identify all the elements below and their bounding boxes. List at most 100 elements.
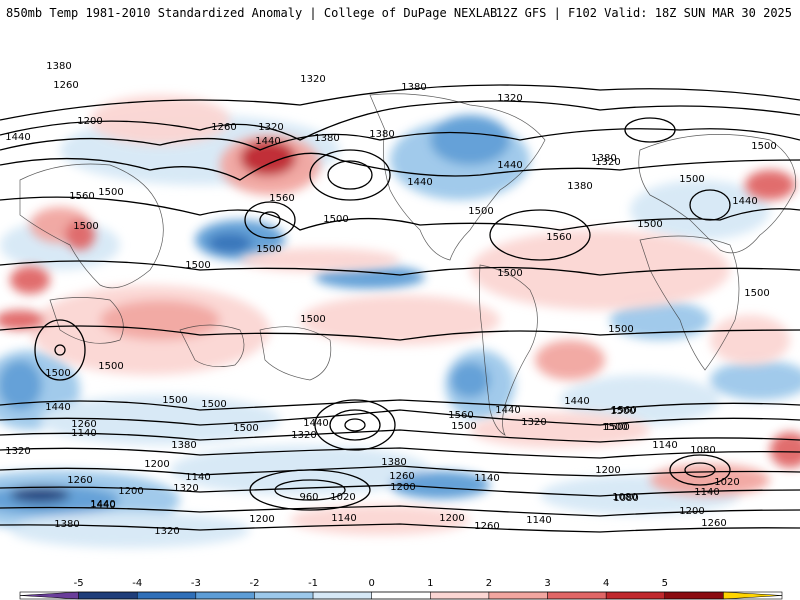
contour-label: 1260 (701, 518, 726, 529)
contour-label: 1440 (407, 177, 432, 188)
contour-label: 1380 (369, 129, 394, 140)
contour-label: 1560 (611, 405, 636, 416)
contour-label: 1500 (185, 260, 210, 271)
contour-label: 1380 (381, 457, 406, 468)
colorbar-segment (19, 591, 79, 600)
colorbar-segment (136, 591, 197, 600)
contour-label: 1380 (171, 440, 196, 451)
colorbar-tick-label: 2 (486, 578, 492, 589)
contour-label: 1020 (714, 477, 739, 488)
contour-label: 1440 (5, 132, 30, 143)
colorbar-segment (312, 591, 372, 600)
colorbar-tick-label: 3 (544, 578, 550, 589)
contour-label: 1500 (201, 399, 226, 410)
contour-label: 1260 (71, 419, 96, 430)
contour-label: 1080 (612, 492, 637, 503)
contour-label: 1500 (45, 368, 70, 379)
colorbar: -5 -4 -3 -2 -1 0 1 2 3 4 5 (19, 578, 783, 600)
contour-label: 1200 (390, 482, 415, 493)
contour-label: 1500 (256, 244, 281, 255)
contour-label: 1320 (154, 526, 179, 537)
contour-label: 1380 (46, 61, 71, 72)
contour-label: 1440 (45, 402, 70, 413)
contour-label: 1260 (53, 80, 78, 91)
contour-label: 1380 (591, 153, 616, 164)
colorbar-segment (488, 591, 548, 600)
contour-label: 1200 (439, 513, 464, 524)
contour-label: 1080 (690, 445, 715, 456)
contour-label: 1320 (291, 430, 316, 441)
contour-label: 1440 (255, 136, 280, 147)
contour-label: 1320 (258, 122, 283, 133)
colorbar-segment (78, 591, 138, 600)
contour-label: 1140 (694, 487, 719, 498)
colorbar-tick-label: 4 (603, 578, 609, 589)
contour-label: 1320 (521, 417, 546, 428)
contour-label: 1380 (54, 519, 79, 530)
contour-label: 1500 (300, 314, 325, 325)
contour-label: 1500 (751, 141, 776, 152)
contour-label: 1200 (249, 514, 274, 525)
contour-label: 1080 (613, 493, 638, 504)
contour-label: 1500 (679, 174, 704, 185)
colorbar-tick-labels: -5 -4 -3 -2 -1 0 1 2 3 4 5 (74, 578, 668, 589)
contour-label: 1380 (401, 82, 426, 93)
contour-label: 1500 (323, 214, 348, 225)
colorbar-tick-label: -5 (74, 578, 84, 589)
contour-label: 1440 (495, 405, 520, 416)
contour-label: 1440 (497, 160, 522, 171)
contour-label: 1500 (73, 221, 98, 232)
contour-label: 1200 (144, 459, 169, 470)
contour-label: 1140 (71, 428, 96, 439)
contour-label: 1500 (602, 422, 627, 433)
contour-label: 1140 (331, 513, 356, 524)
contour-label: 1500 (637, 219, 662, 230)
contour-label: 1500 (162, 395, 187, 406)
contour-label: 1500 (98, 361, 123, 372)
contour-label: 1320 (595, 157, 620, 168)
contour-label: 1500 (98, 187, 123, 198)
colorbar-tick-label: -3 (191, 578, 201, 589)
contour-label: 960 (299, 492, 318, 503)
contour-label: 1200 (679, 506, 704, 517)
header: 850mb Temp 1981-2010 Standardized Anomal… (0, 0, 800, 28)
coastlines (19, 93, 797, 436)
colorbar-tick-label: -1 (308, 578, 318, 589)
contour-label: 1440 (732, 196, 757, 207)
colorbar-tick-label: 0 (369, 578, 375, 589)
contour-label: 1440 (303, 418, 328, 429)
contour-label: 1260 (474, 521, 499, 532)
height-contours (0, 84, 800, 533)
colorbar-tick-label: 5 (662, 578, 668, 589)
contour-label: 1200 (77, 116, 102, 127)
model-run-info: 12Z GFS | F102 Valid: 18Z SUN MAR 30 202… (495, 6, 792, 20)
contour-label: 1500 (233, 423, 258, 434)
colorbar-segment (371, 591, 431, 600)
colorbar-segment (195, 591, 255, 600)
contour-label: 1560 (69, 191, 94, 202)
colorbar-segment (430, 591, 490, 600)
contour-label: 1020 (330, 492, 355, 503)
contour-label: 1440 (90, 500, 115, 511)
contour-label: 1500 (604, 422, 629, 433)
contour-label: 1140 (474, 473, 499, 484)
contour-label: 1380 (567, 181, 592, 192)
contour-label: 1500 (451, 421, 476, 432)
colorbar-tick-label: -2 (249, 578, 259, 589)
contour-label: 1500 (610, 406, 635, 417)
anomaly-map: 1260 1320 1200 1260 1320 1440 1380 1380 … (0, 30, 800, 570)
contour-label: 1500 (608, 324, 633, 335)
contour-label: 1200 (118, 486, 143, 497)
colorbar-segment (605, 591, 666, 600)
contour-label: 1500 (468, 206, 493, 217)
contour-label: 1260 (211, 122, 236, 133)
contour-label: 1560 (448, 410, 473, 421)
map-title: 850mb Temp 1981-2010 Standardized Anomal… (6, 6, 498, 20)
contour-label: 1320 (300, 74, 325, 85)
colorbar-segment (547, 591, 607, 600)
contour-label: 1140 (652, 440, 677, 451)
contour-label: 1200 (595, 465, 620, 476)
contour-label: 1140 (526, 515, 551, 526)
contour-label: 1320 (173, 483, 198, 494)
contour-label: 1140 (185, 472, 210, 483)
